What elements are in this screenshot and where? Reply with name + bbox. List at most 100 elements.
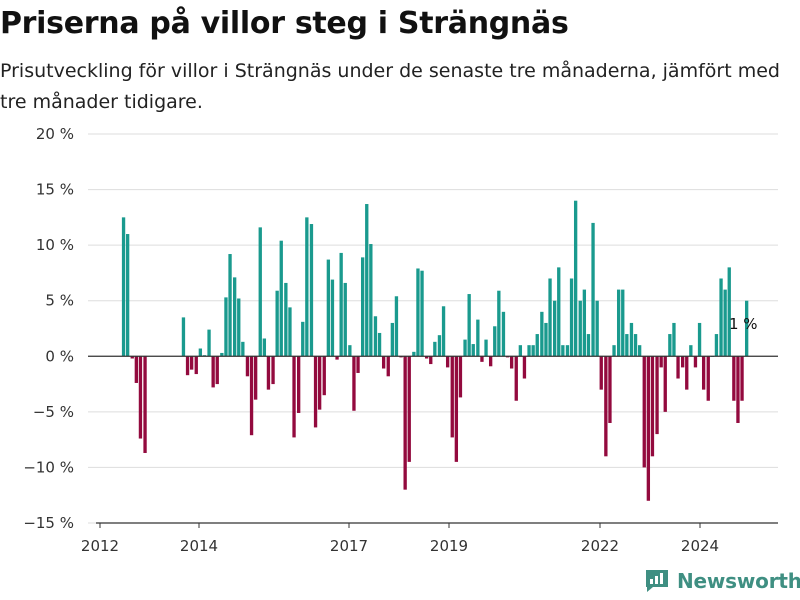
bar	[514, 356, 518, 401]
bar	[437, 335, 442, 357]
bar	[552, 300, 557, 357]
bar	[701, 356, 706, 390]
bar	[130, 356, 134, 359]
bar	[134, 356, 139, 383]
bar	[369, 244, 373, 357]
bar	[476, 319, 480, 357]
bar	[467, 294, 471, 357]
bar	[424, 356, 429, 359]
bar	[266, 356, 271, 390]
latest-value-label: 1 %	[729, 315, 758, 333]
bar	[727, 267, 731, 357]
bar	[540, 311, 544, 357]
bar	[313, 356, 318, 428]
bar	[407, 356, 411, 462]
bar	[689, 345, 693, 357]
brand-name: Newsworthy	[677, 569, 800, 593]
bar	[275, 290, 279, 357]
bar	[377, 332, 382, 357]
newsworthy-icon	[646, 570, 668, 592]
bar	[181, 317, 186, 357]
bar	[207, 329, 211, 357]
bar	[309, 224, 314, 357]
bar	[450, 356, 454, 438]
bar	[527, 345, 531, 357]
bar	[416, 268, 420, 357]
bar	[301, 321, 305, 357]
bar	[723, 289, 727, 357]
bar	[360, 257, 365, 357]
bar	[573, 200, 578, 357]
bar	[488, 356, 493, 367]
bar	[493, 326, 497, 357]
bar	[693, 356, 698, 368]
y-tick-label: −10 %	[23, 458, 74, 476]
bar	[706, 356, 710, 401]
bar	[672, 322, 676, 357]
bar	[322, 356, 326, 396]
bar	[595, 300, 599, 357]
bar	[258, 227, 262, 357]
chart-title: Priserna på villor steg i Strängnäs	[0, 6, 569, 41]
bar	[685, 356, 689, 390]
bar	[185, 356, 190, 376]
bar	[625, 334, 629, 357]
bar	[454, 356, 459, 462]
bar	[232, 277, 237, 357]
bar	[599, 356, 603, 390]
bar	[143, 356, 147, 453]
bar	[569, 278, 574, 357]
bar	[343, 282, 347, 357]
bar	[744, 300, 749, 357]
y-tick-label: 20 %	[36, 125, 74, 143]
bar	[497, 290, 501, 357]
x-tick-label: 2022	[581, 537, 619, 555]
bar	[608, 356, 612, 423]
bar	[732, 356, 736, 401]
bar	[604, 356, 608, 457]
bar	[249, 356, 254, 436]
bar	[586, 334, 591, 357]
bar	[381, 356, 386, 369]
bar	[740, 356, 744, 401]
bar	[458, 356, 463, 398]
bar	[262, 338, 267, 357]
bar	[245, 356, 250, 377]
bar	[339, 252, 343, 357]
bar	[561, 345, 565, 357]
bar	[480, 356, 484, 362]
bar	[501, 311, 506, 357]
bar	[736, 356, 740, 423]
bar	[663, 356, 667, 412]
bar	[292, 356, 296, 438]
chart-subtitle: Prisutveckling för villor i Strängnäs un…	[0, 60, 780, 113]
bar	[284, 282, 288, 357]
bar	[714, 334, 719, 357]
bar	[548, 278, 552, 357]
bar	[642, 356, 646, 468]
y-tick-label: 10 %	[36, 236, 74, 254]
bar	[373, 316, 378, 357]
bar	[198, 348, 203, 357]
bar	[253, 356, 258, 400]
bar	[241, 341, 245, 357]
bar	[386, 356, 390, 377]
bar	[650, 356, 655, 457]
x-tick-label: 2014	[180, 537, 218, 555]
bar	[441, 306, 446, 357]
bar	[429, 356, 433, 365]
bar	[330, 279, 335, 357]
bar	[557, 267, 561, 357]
bar	[121, 217, 126, 357]
bar	[433, 341, 437, 357]
bar	[352, 356, 356, 411]
bar	[659, 356, 663, 368]
bar	[518, 345, 523, 357]
bar	[305, 217, 309, 357]
bar	[317, 356, 322, 410]
bar	[237, 298, 241, 357]
bar	[412, 351, 416, 357]
bar	[655, 356, 659, 435]
x-tick-label: 2017	[330, 537, 368, 555]
bar	[335, 356, 339, 360]
